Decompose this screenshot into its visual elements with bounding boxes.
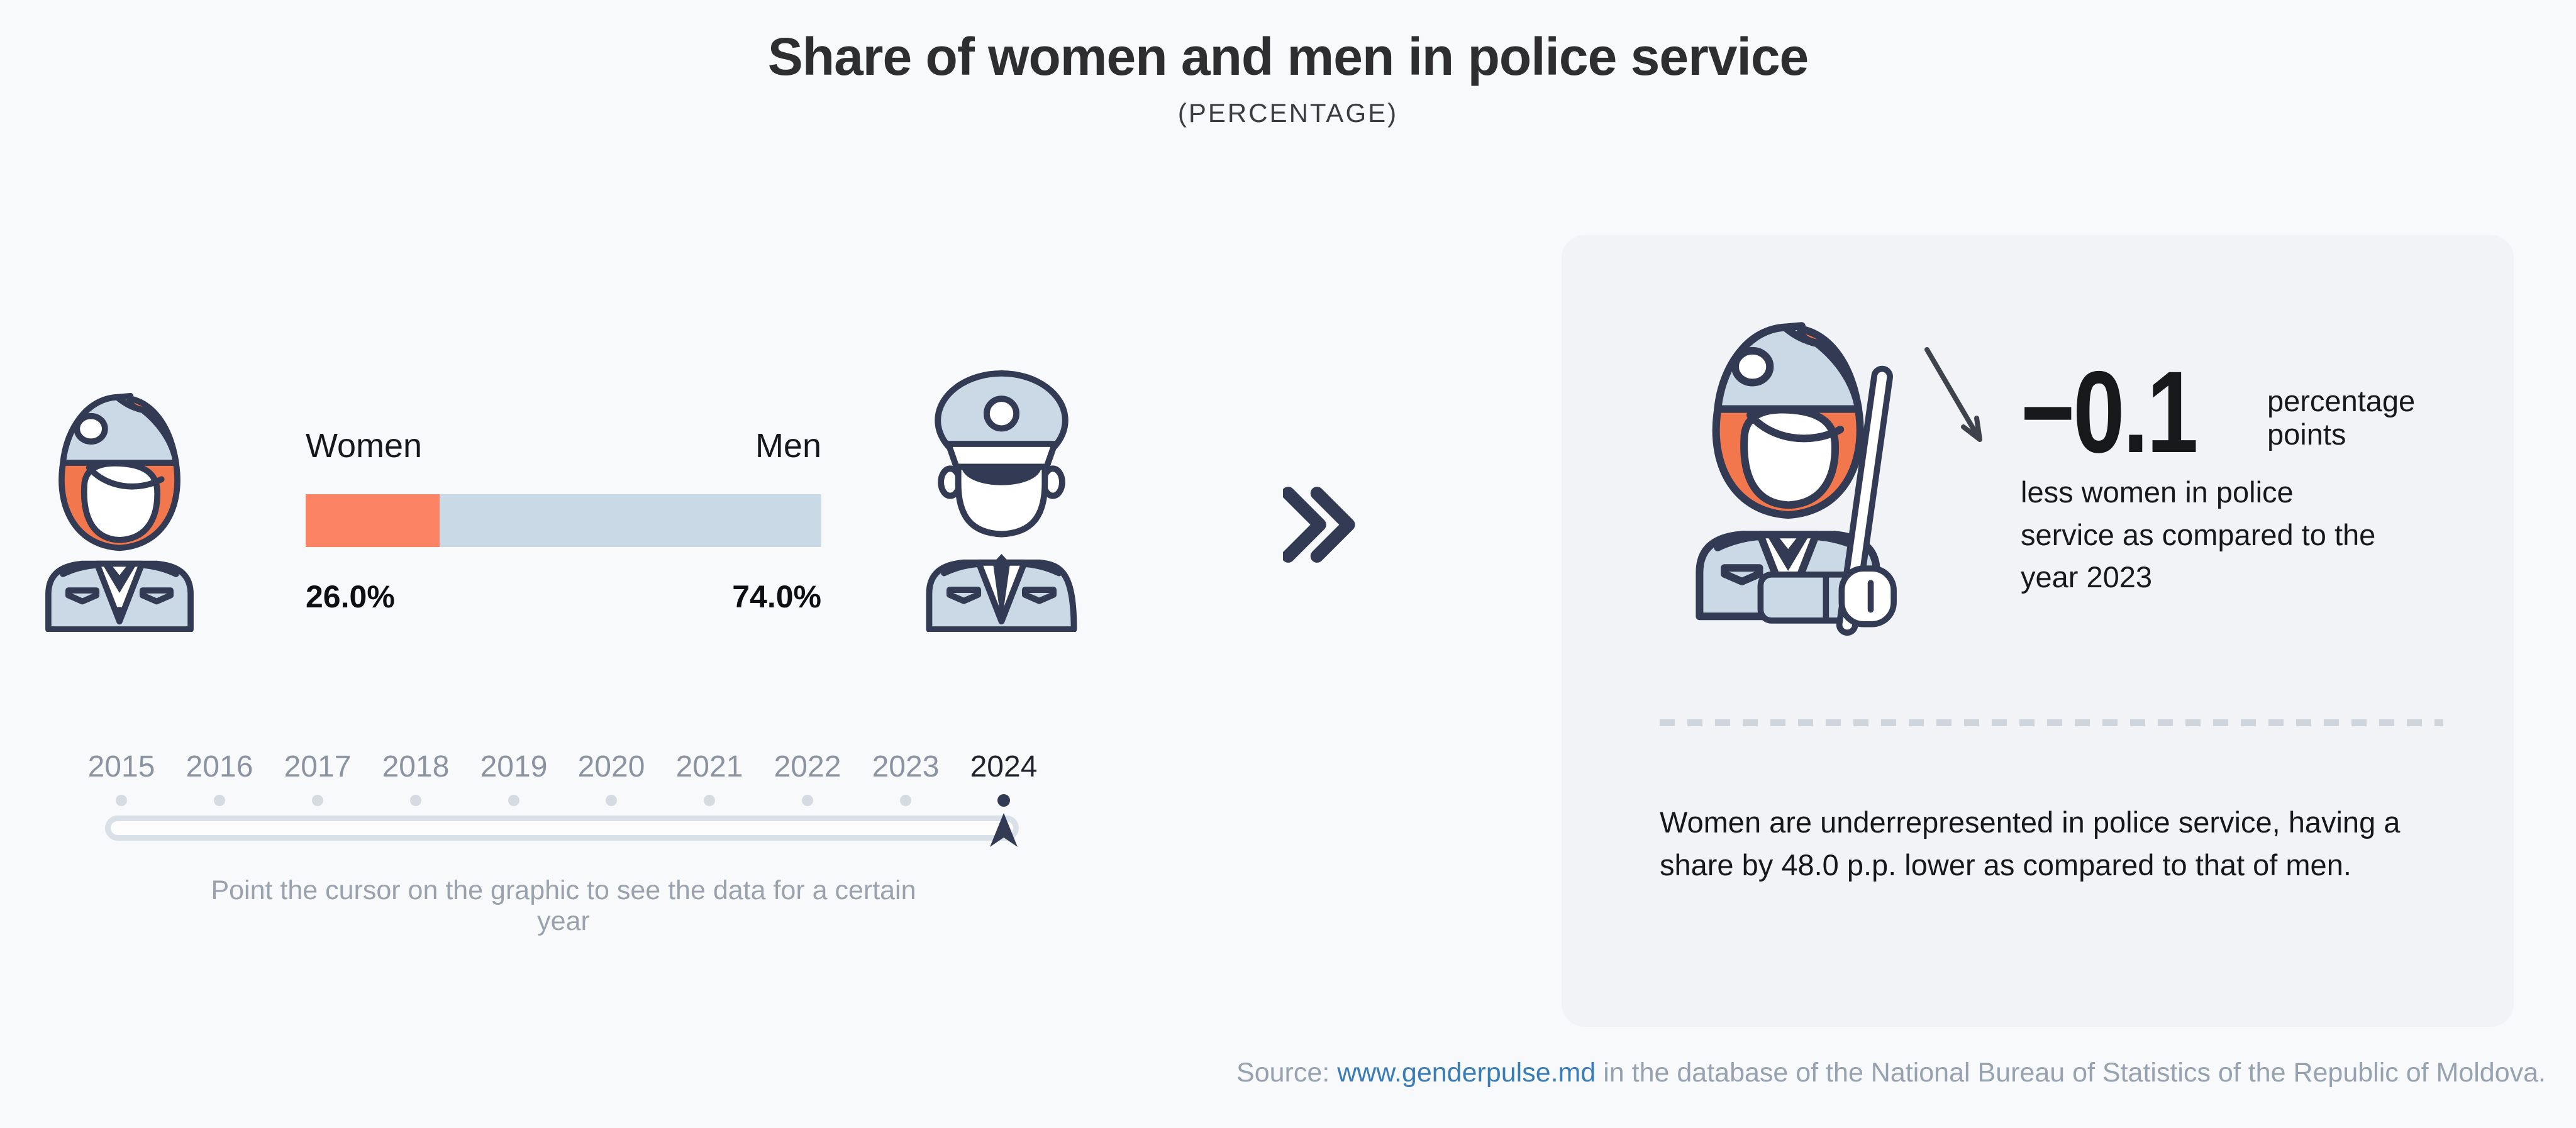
timeline-year-2023[interactable]: 2023 (872, 750, 940, 783)
source-link[interactable]: www.genderpulse.md (1337, 1058, 1596, 1088)
timeline-year-2017[interactable]: 2017 (284, 750, 352, 783)
timeline-year-2015[interactable]: 2015 (87, 750, 155, 783)
women-label: Women (306, 427, 423, 465)
timeline-dot-2016[interactable] (214, 795, 225, 806)
timeline-year-2020[interactable]: 2020 (577, 750, 645, 783)
timeline-hint: Point the cursor on the graphic to see t… (211, 875, 916, 936)
timeline-dot-2018[interactable] (410, 795, 421, 806)
bar-segment-men[interactable] (440, 494, 821, 547)
timeline-dot-2023[interactable] (900, 795, 911, 806)
timeline-dot-2022[interactable] (802, 795, 813, 806)
timeline-year-2021[interactable]: 2021 (675, 750, 743, 783)
year-marker-icon[interactable] (989, 812, 1019, 851)
double-chevron-icon (1281, 485, 1362, 567)
dashed-divider (1660, 719, 2443, 726)
delta-description: less women in police service as compared… (2021, 475, 2376, 594)
card-summary: Women are underrepresented in police ser… (1660, 805, 2401, 882)
timeline-year-2022[interactable]: 2022 (774, 750, 841, 783)
policewoman-icon (28, 389, 211, 635)
bar-segment-women[interactable] (306, 494, 440, 547)
bar-values: 26.0% 74.0% (306, 578, 821, 615)
source-rest: in the database of the National Bureau o… (1603, 1058, 2546, 1088)
timeline-dot-2020[interactable] (606, 795, 617, 806)
page-subtitle: (PERCENTAGE) (1177, 98, 1399, 128)
timeline-year-2024[interactable]: 2024 (970, 750, 1038, 783)
bar-legend: Women Men (306, 426, 821, 465)
source-label: Source: (1236, 1058, 1330, 1088)
timeline-year-2016[interactable]: 2016 (186, 750, 253, 783)
page-title: Share of women and men in police service (767, 27, 1809, 86)
policewoman-baton-icon (1670, 313, 1912, 655)
gender-share-bar[interactable] (306, 494, 821, 547)
men-label: Men (755, 427, 821, 465)
delta-unit: percentage points (2267, 384, 2416, 451)
source-line: Source: www.genderpulse.md in the databa… (1236, 1058, 2546, 1088)
timeline-dot-2017[interactable] (312, 795, 323, 806)
women-value: 26.0% (306, 579, 395, 614)
timeline-slider-track[interactable] (105, 816, 1019, 841)
men-value: 74.0% (732, 579, 821, 614)
delta-value: −0.1 (2021, 348, 2199, 477)
timeline-dot-2019[interactable] (508, 795, 519, 806)
timeline-dot-2021[interactable] (704, 795, 715, 806)
policeman-icon (909, 366, 1094, 635)
timeline-year-2018[interactable]: 2018 (382, 750, 450, 783)
insight-card: −0.1 percentage points less women in pol… (1562, 235, 2514, 1027)
timeline-dot-2024[interactable] (997, 794, 1010, 807)
timeline-dot-2015[interactable] (116, 795, 127, 806)
timeline-year-2019[interactable]: 2019 (480, 750, 548, 783)
decrease-arrow-icon (1923, 347, 1999, 457)
